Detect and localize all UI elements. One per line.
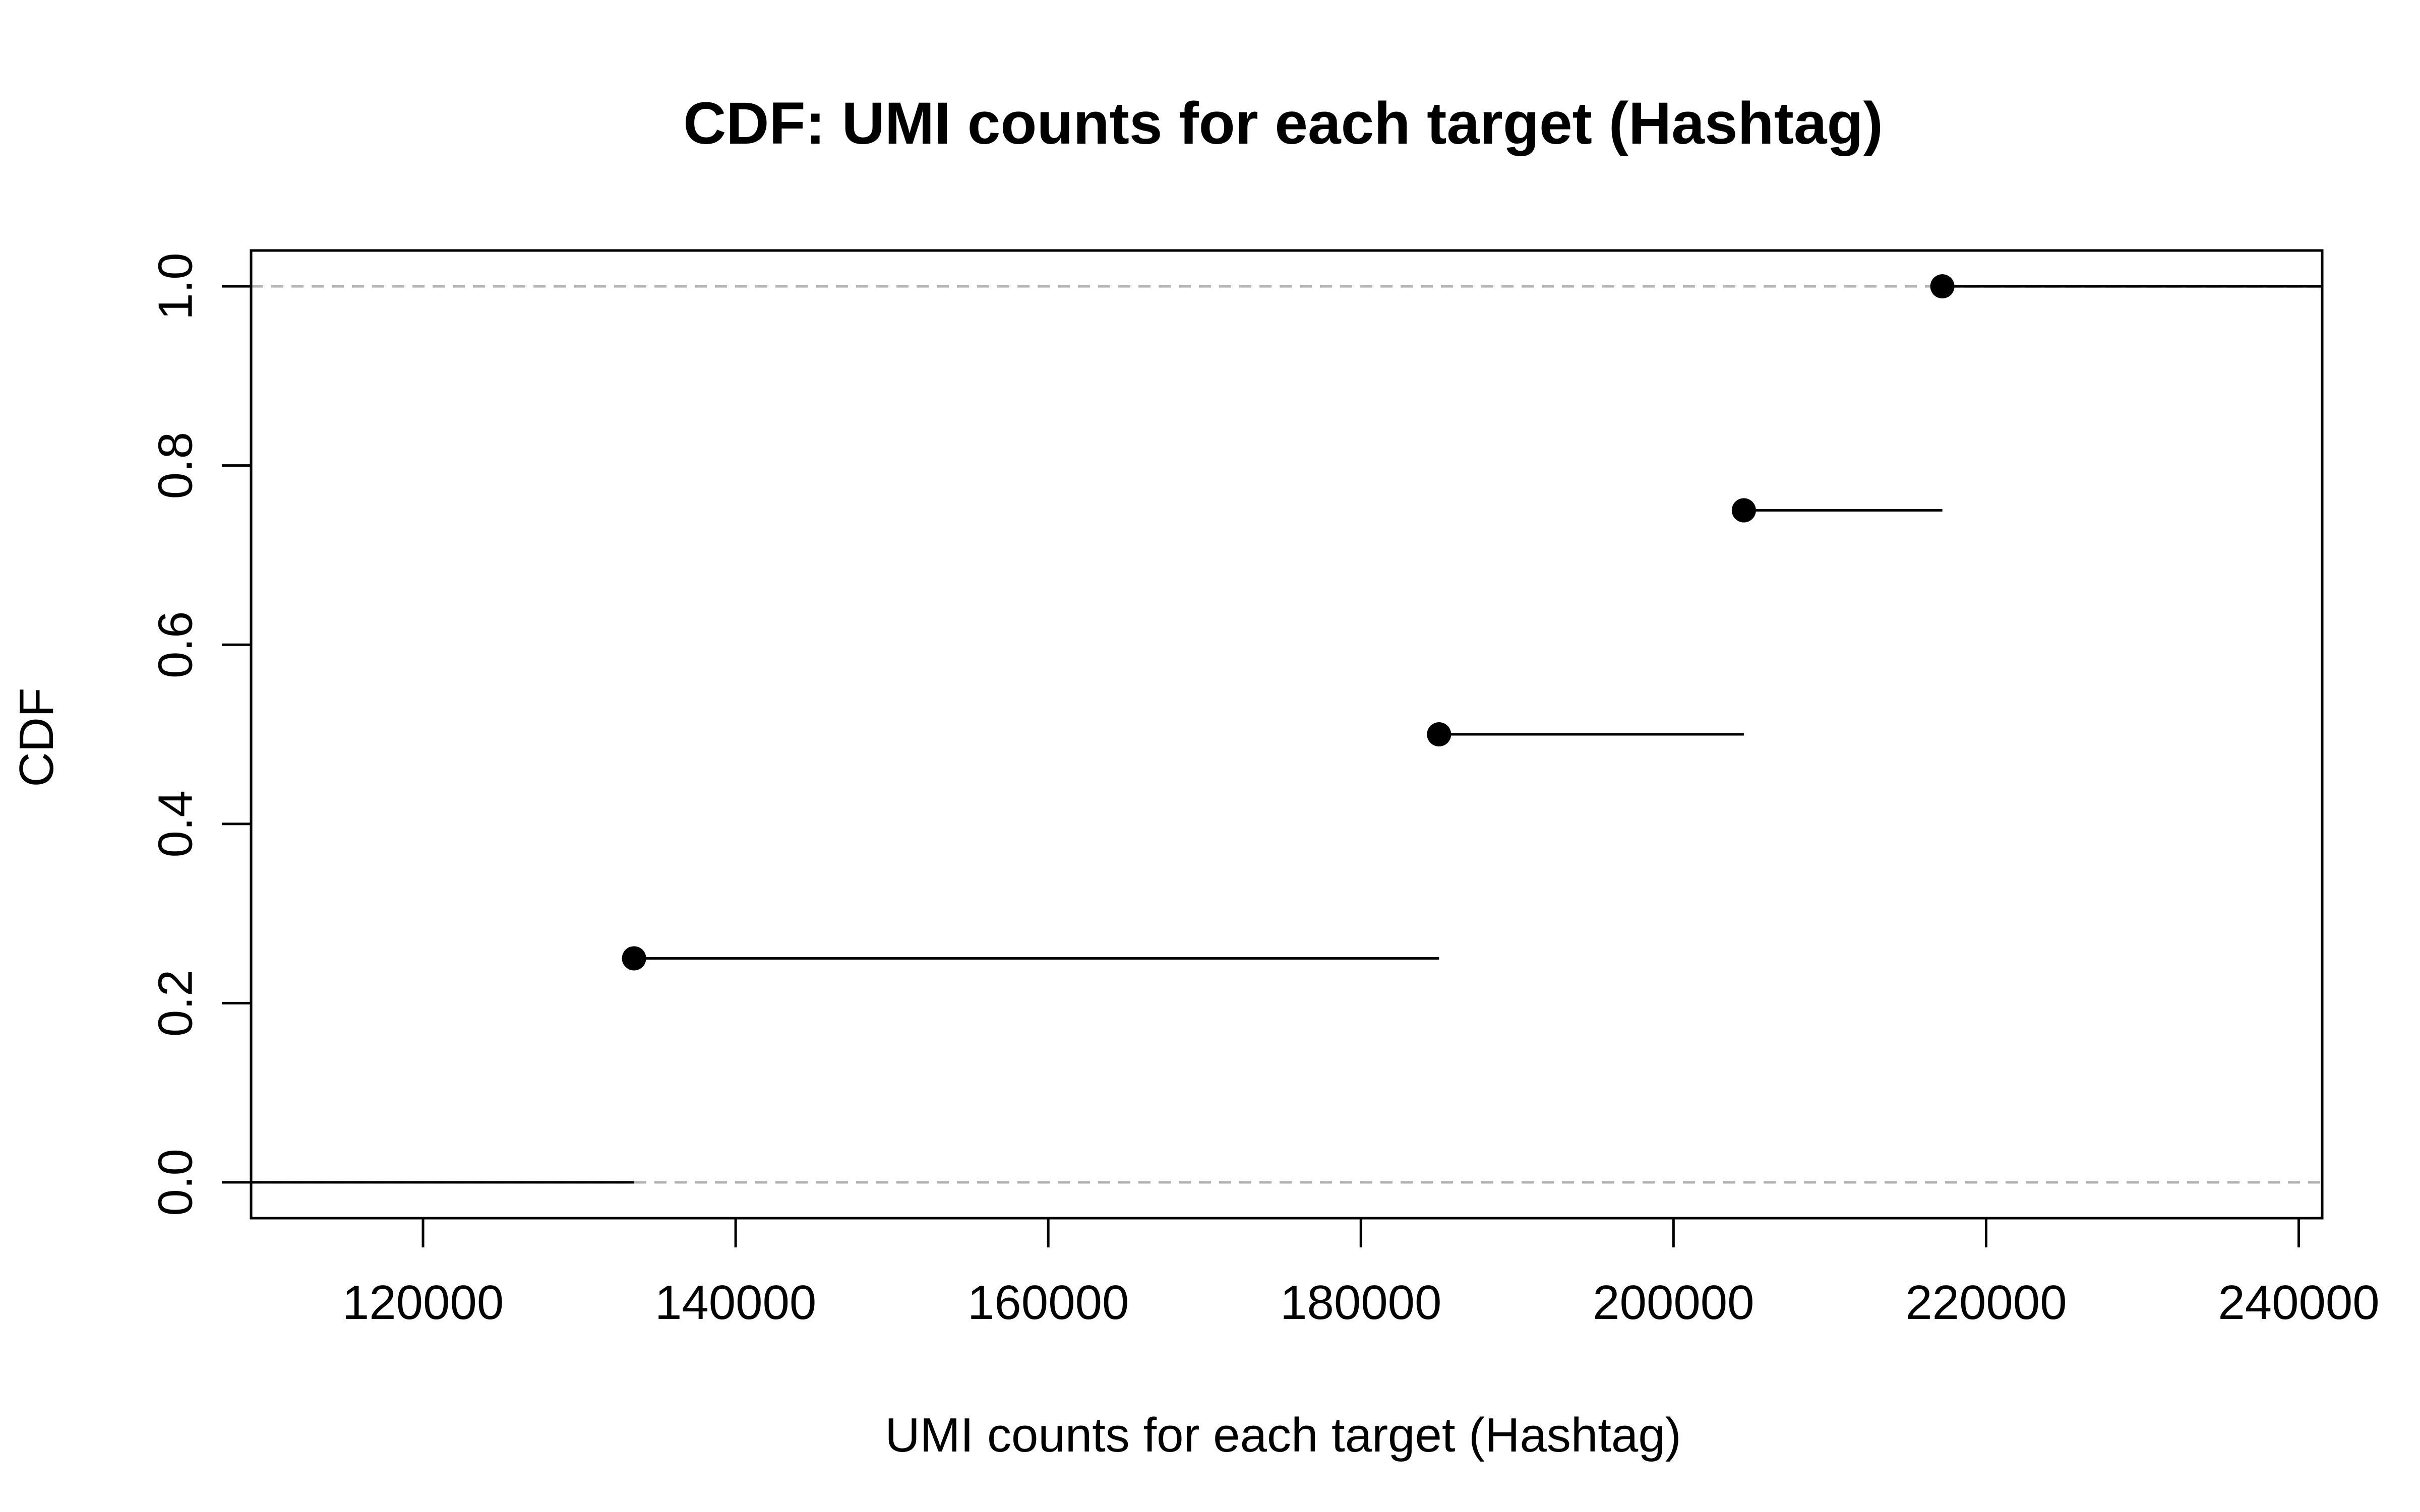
plot-frame bbox=[250, 249, 2324, 1220]
y-tick-label-0: 0.0 bbox=[149, 1149, 203, 1216]
data-point-2 bbox=[1427, 722, 1451, 746]
ecdf-steps bbox=[251, 285, 2322, 1184]
x-tick-label-3: 180000 bbox=[1280, 1276, 1441, 1330]
y-tick-label-2: 0.4 bbox=[149, 790, 203, 857]
data-point-1 bbox=[622, 946, 646, 971]
x-tick-label-5: 220000 bbox=[1905, 1276, 2067, 1330]
ecdf-points bbox=[622, 274, 1955, 971]
x-tick-label-4: 200000 bbox=[1593, 1276, 1754, 1330]
reference-lines bbox=[251, 285, 2322, 1184]
x-axis-label: UMI counts for each target (Hashtag) bbox=[885, 1408, 1681, 1462]
x-tick-label-2: 160000 bbox=[967, 1276, 1129, 1330]
x-tick-label-0: 120000 bbox=[342, 1276, 504, 1330]
y-axis: 0.0 0.2 0.4 0.6 0.8 1.0 bbox=[149, 253, 253, 1216]
y-axis-label: CDF bbox=[10, 687, 64, 787]
x-tick-label-6: 240000 bbox=[2218, 1276, 2379, 1330]
y-tick-label-1: 0.2 bbox=[149, 970, 203, 1037]
y-tick-label-4: 0.8 bbox=[149, 432, 203, 499]
y-tick-label-5: 1.0 bbox=[149, 253, 203, 320]
x-axis: 120000 140000 160000 180000 200000 220000 2400… bbox=[342, 1217, 2380, 1330]
x-tick-label-1: 140000 bbox=[655, 1276, 816, 1330]
data-point-3 bbox=[1731, 498, 1756, 523]
data-point-4 bbox=[1930, 274, 1955, 299]
y-tick-label-3: 0.6 bbox=[149, 611, 203, 678]
chart-title: CDF: UMI counts for each target (Hashtag… bbox=[683, 90, 1883, 157]
